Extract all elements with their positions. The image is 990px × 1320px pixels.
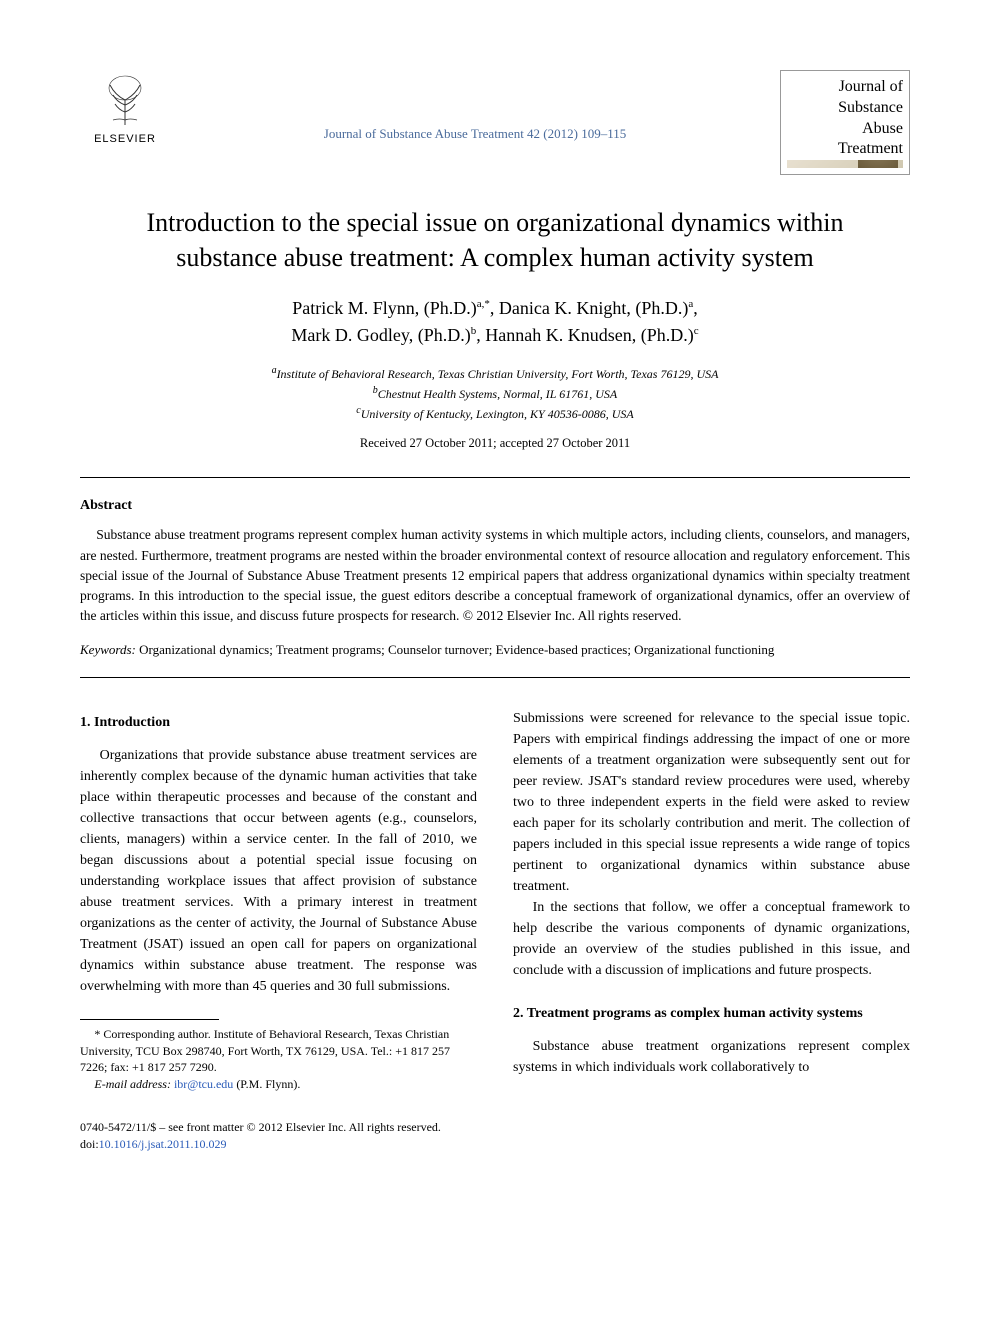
footnote-rule	[80, 1019, 219, 1020]
journal-reference: Journal of Substance Abuse Treatment 42 …	[170, 70, 780, 143]
author: Hannah K. Knudsen, (Ph.D.)c	[485, 325, 698, 345]
journal-cover-box: Journal of Substance Abuse Treatment	[780, 70, 910, 175]
author-list: Patrick M. Flynn, (Ph.D.)a,*, Danica K. …	[80, 295, 910, 349]
elsevier-tree-icon	[95, 70, 155, 130]
article-dates: Received 27 October 2011; accepted 27 Oc…	[80, 435, 910, 453]
abstract-text: Substance abuse treatment programs repre…	[80, 525, 910, 626]
corresponding-author-footnote: * Corresponding author. Institute of Beh…	[80, 1026, 477, 1093]
divider	[80, 677, 910, 678]
divider	[80, 477, 910, 478]
section-heading-2: 2. Treatment programs as complex human a…	[513, 1003, 910, 1024]
paragraph: Submissions were screened for relevance …	[513, 708, 910, 897]
paragraph: In the sections that follow, we offer a …	[513, 897, 910, 981]
author: Danica K. Knight, (Ph.D.)a	[499, 298, 693, 318]
paragraph: Substance abuse treatment organizations …	[513, 1036, 910, 1078]
section-heading-intro: 1. Introduction	[80, 712, 477, 733]
journal-cover-image	[787, 160, 903, 168]
keywords: Keywords: Organizational dynamics; Treat…	[80, 641, 910, 659]
body-columns: 1. Introduction Organizations that provi…	[80, 708, 910, 1093]
article-title: Introduction to the special issue on org…	[100, 205, 890, 275]
footnote-text: * Corresponding author. Institute of Beh…	[80, 1026, 477, 1076]
copyright-line: 0740-5472/11/$ – see front matter © 2012…	[80, 1119, 910, 1136]
doi-link[interactable]: 10.1016/j.jsat.2011.10.029	[99, 1137, 227, 1151]
author: Mark D. Godley, (Ph.D.)b	[291, 325, 476, 345]
doi-line: doi:10.1016/j.jsat.2011.10.029	[80, 1136, 910, 1153]
abstract-heading: Abstract	[80, 496, 910, 516]
publisher-name: ELSEVIER	[94, 132, 156, 147]
affiliation: aInstitute of Behavioral Research, Texas…	[80, 363, 910, 383]
affiliation: bChestnut Health Systems, Normal, IL 617…	[80, 383, 910, 403]
front-matter-footer: 0740-5472/11/$ – see front matter © 2012…	[80, 1119, 910, 1153]
publisher-logo: ELSEVIER	[80, 70, 170, 160]
keywords-label: Keywords:	[80, 642, 136, 657]
author: Patrick M. Flynn, (Ph.D.)a,*	[292, 298, 490, 318]
paragraph: Organizations that provide substance abu…	[80, 745, 477, 997]
affiliations: aInstitute of Behavioral Research, Texas…	[80, 363, 910, 423]
header-row: ELSEVIER Journal of Substance Abuse Trea…	[80, 70, 910, 175]
keywords-text: Organizational dynamics; Treatment progr…	[136, 642, 775, 657]
footnote-email: E-mail address: ibr@tcu.edu (P.M. Flynn)…	[80, 1076, 477, 1093]
email-link[interactable]: ibr@tcu.edu	[174, 1077, 233, 1091]
affiliation: cUniversity of Kentucky, Lexington, KY 4…	[80, 403, 910, 423]
journal-cover-title: Journal of Substance Abuse Treatment	[787, 77, 903, 160]
